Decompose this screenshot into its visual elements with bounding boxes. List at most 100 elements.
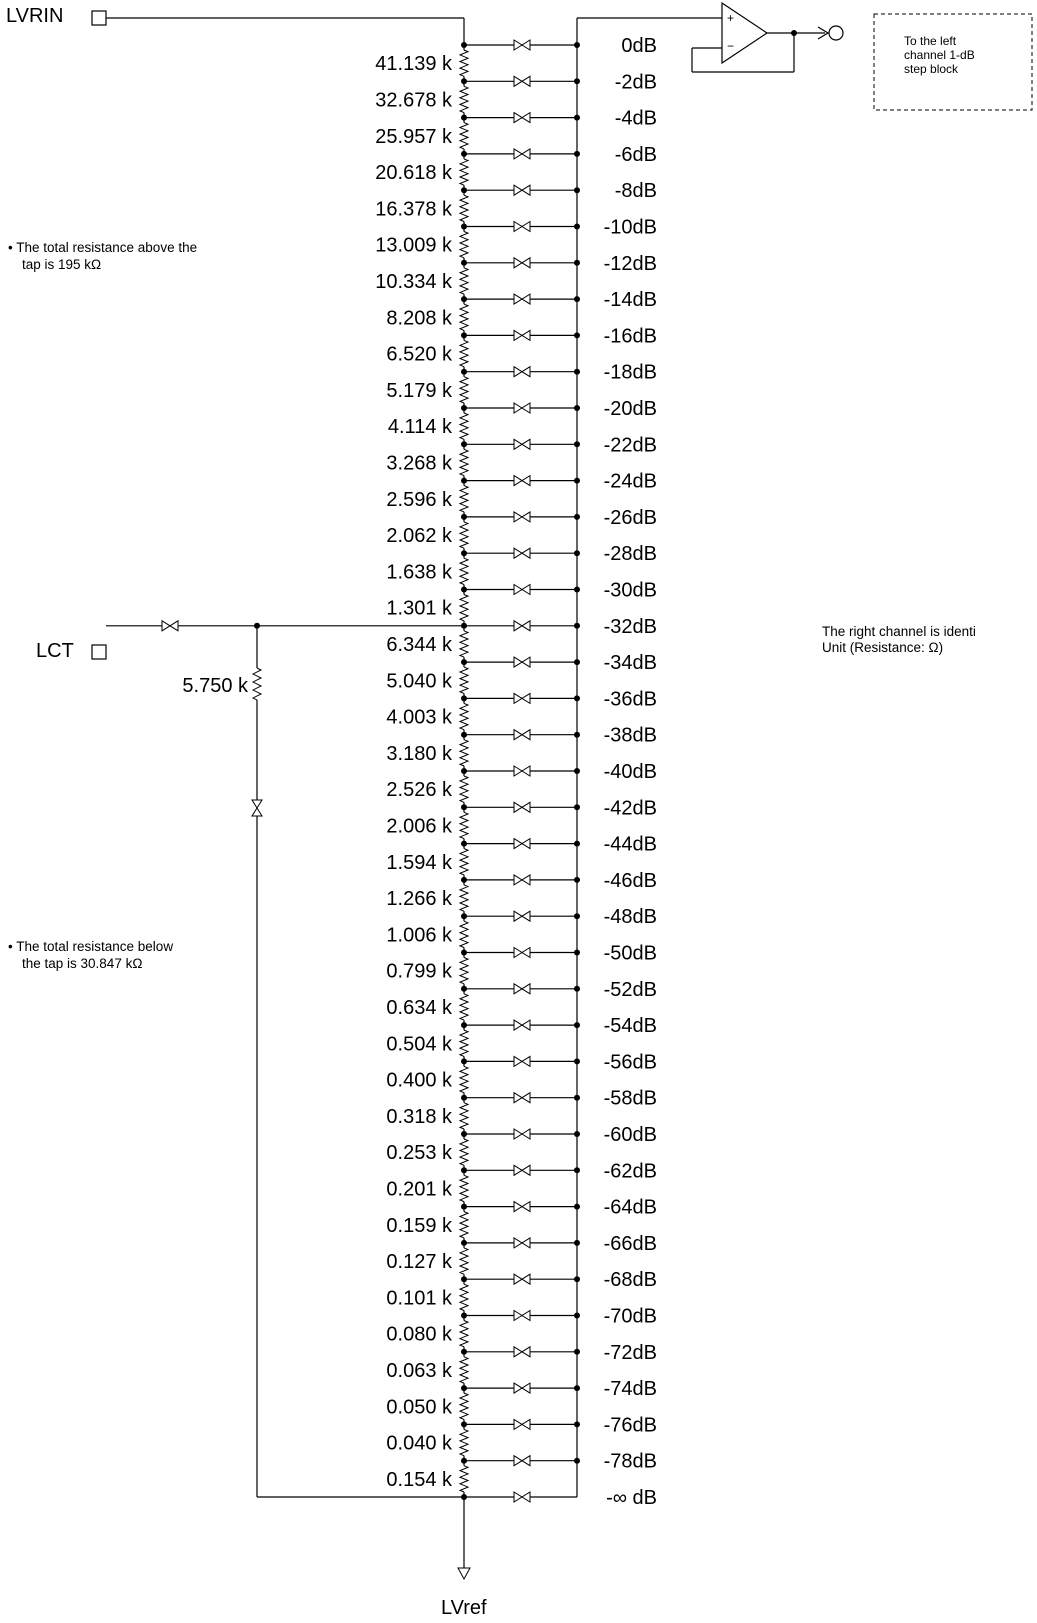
analog-switch-icon <box>513 656 531 669</box>
resistor <box>458 739 470 767</box>
resistor <box>458 1392 470 1420</box>
step-label: -16dB <box>604 325 657 347</box>
resistor <box>458 85 470 114</box>
step-label: -54dB <box>604 1015 657 1037</box>
analog-switch-icon <box>513 1019 531 1032</box>
resistor <box>458 231 470 259</box>
bus-node-dot <box>574 1167 580 1174</box>
resistor <box>458 521 470 549</box>
step-label: -36dB <box>604 688 657 710</box>
bus-node-dot <box>574 1457 580 1464</box>
resistor-label: 4.003 k <box>386 707 453 729</box>
analog-switch-icon <box>513 728 531 741</box>
resistor <box>458 1138 470 1166</box>
resistor <box>458 1428 470 1457</box>
bus-node-dot <box>574 731 580 738</box>
resistor <box>458 1211 470 1239</box>
resistor <box>458 49 470 77</box>
bus-node-dot <box>574 1385 580 1392</box>
resistor <box>458 412 470 440</box>
analog-switch-icon <box>513 1164 531 1177</box>
resistor <box>458 485 470 513</box>
step-label: -56dB <box>604 1051 657 1073</box>
analog-switch-icon <box>513 801 531 814</box>
pin-lvrin-label: LVRIN <box>6 5 63 27</box>
resistor <box>458 1174 470 1203</box>
analog-switch-icon <box>513 402 531 414</box>
resistor <box>458 594 470 622</box>
bus-node-dot <box>574 586 580 593</box>
bus-node-dot <box>574 985 580 992</box>
resistor <box>458 848 470 876</box>
step-label: -2dB <box>615 71 657 93</box>
resistor <box>458 448 470 477</box>
bus-node-dot <box>574 1131 580 1137</box>
step-label: -70dB <box>604 1306 657 1328</box>
resistor <box>458 1320 470 1348</box>
analog-switch-icon <box>513 184 531 197</box>
resistor <box>458 557 470 585</box>
resistor-label: 0.253 k <box>386 1142 453 1164</box>
resistor-label: 1.638 k <box>386 561 453 583</box>
step-label: -60dB <box>604 1124 657 1146</box>
step-label: -28dB <box>604 543 657 565</box>
resistor-label: 0.127 k <box>386 1251 453 1273</box>
analog-switch-icon <box>513 1382 531 1395</box>
resistor <box>458 303 470 331</box>
note-resistance-below: • The total resistance below the tap is … <box>8 939 177 971</box>
lct-branch-resistor <box>251 667 263 701</box>
resistor-label: 6.344 k <box>386 634 453 656</box>
output-arrow <box>817 26 830 40</box>
step-label: -74dB <box>604 1378 657 1400</box>
bus-node-dot <box>574 1276 580 1283</box>
resistor-label: 1.266 k <box>386 888 453 910</box>
analog-switch-icon <box>513 111 531 124</box>
analog-switch-icon <box>513 474 531 487</box>
analog-switch-icon <box>513 1273 531 1286</box>
step-label: -30dB <box>604 580 657 602</box>
analog-switch-icon <box>513 619 531 632</box>
analog-switch-icon <box>513 365 531 378</box>
resistor <box>458 1102 470 1130</box>
resistor-label: 0.154 k <box>386 1469 453 1491</box>
output-block-note: To the left channel 1-dB step block <box>904 34 978 76</box>
resistor-label: 8.208 k <box>386 307 453 329</box>
bus-node-dot <box>574 441 580 448</box>
opamp-minus-sign: − <box>727 39 734 53</box>
bus-node-dot <box>574 1022 580 1029</box>
step-label: -20dB <box>604 398 657 420</box>
ground-icon <box>457 1567 471 1581</box>
bus-node-dot <box>574 913 580 920</box>
pin-lct-terminal <box>91 644 107 660</box>
resistor <box>458 920 470 948</box>
step-label: -14dB <box>604 289 657 311</box>
analog-switch-icon <box>513 438 531 451</box>
resistor-label: 0.400 k <box>386 1070 453 1092</box>
resistor-label: 0.101 k <box>386 1287 453 1309</box>
step-label: -32dB <box>604 616 657 638</box>
output-junction-dot <box>791 30 797 36</box>
bus-node-dot <box>574 114 580 121</box>
analog-switch-icon <box>513 583 531 596</box>
resistor-label: 0.799 k <box>386 961 453 983</box>
resistor <box>458 1065 470 1094</box>
step-label: -72dB <box>604 1342 657 1364</box>
step-label: -46dB <box>604 870 657 892</box>
resistor-label: 20.618 k <box>375 162 453 184</box>
analog-switch-icon <box>513 1345 531 1358</box>
step-label: -26dB <box>604 507 657 529</box>
bus-node-dot <box>574 259 580 266</box>
resistor <box>458 1247 470 1275</box>
bus-node-dot <box>574 695 580 702</box>
analog-switch-icon <box>513 873 531 886</box>
resistor <box>458 194 470 222</box>
analog-switch-icon <box>513 256 531 269</box>
step-label: -8dB <box>615 180 657 202</box>
step-label: -10dB <box>604 217 657 239</box>
note-right-channel: The right channel is identi Unit (Resist… <box>822 624 980 655</box>
resistor-label: 2.526 k <box>386 779 453 801</box>
step-label: -52dB <box>604 979 657 1001</box>
analog-switch-icon <box>513 946 531 959</box>
step-label: -68dB <box>604 1269 657 1291</box>
